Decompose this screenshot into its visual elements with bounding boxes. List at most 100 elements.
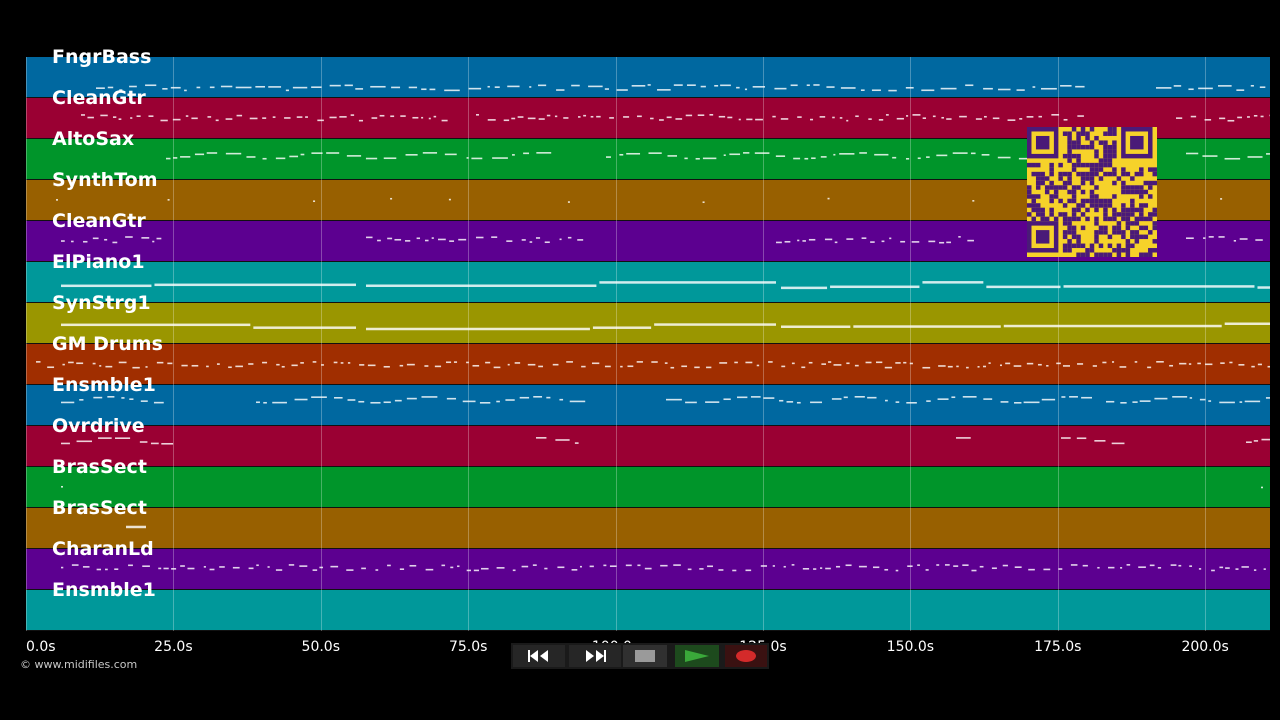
note-event: [507, 85, 520, 88]
qr-module: [1148, 194, 1153, 199]
note-event: [824, 238, 833, 241]
qr-module: [1040, 212, 1045, 217]
note-event: [473, 569, 480, 572]
note-event: [962, 564, 969, 566]
note-event: [609, 565, 617, 567]
qr-module: [1107, 234, 1113, 240]
note-event: [405, 240, 411, 242]
qr-module: [1076, 171, 1081, 177]
note-event: [107, 396, 115, 398]
note-event: [92, 362, 96, 365]
note-event: [311, 152, 323, 154]
note-event: [555, 439, 570, 441]
note-event: [1211, 569, 1215, 572]
note-event: [139, 441, 148, 443]
note-event: [756, 364, 760, 367]
note-event: [858, 565, 867, 568]
note-event: [358, 400, 365, 403]
note-event: [895, 362, 901, 364]
note-event: [185, 115, 189, 117]
play-button[interactable]: [675, 645, 719, 667]
note-event: [1120, 401, 1127, 404]
qr-module: [1121, 216, 1126, 222]
qr-module: [1080, 225, 1086, 231]
note-event: [1061, 396, 1066, 398]
note-event: [93, 396, 103, 399]
record-button[interactable]: [725, 645, 767, 667]
note-event: [383, 401, 391, 404]
qr-module: [1071, 185, 1077, 190]
track-label: Ensmble1: [52, 579, 156, 601]
note-event: [926, 156, 930, 158]
note-event: [1063, 285, 1255, 288]
lane-divider: [26, 261, 1270, 262]
note-event: [405, 154, 418, 156]
note-event: [1253, 440, 1259, 442]
note-event: [922, 366, 931, 369]
note-event: [262, 157, 267, 160]
note-event: [810, 118, 814, 121]
note-event: [272, 116, 276, 118]
note-event: [885, 114, 889, 116]
qr-module: [1094, 221, 1099, 226]
note-event: [422, 152, 438, 154]
qr-module: [1085, 176, 1090, 181]
qr-module: [1143, 216, 1149, 222]
lane-divider: [26, 384, 1270, 385]
note-event: [333, 361, 338, 364]
note-event: [906, 401, 917, 404]
note-event: [107, 86, 114, 89]
note-event: [896, 117, 904, 120]
note-event: [546, 114, 551, 117]
qr-module: [1143, 234, 1149, 240]
note-event: [390, 115, 395, 118]
note-event: [1062, 365, 1071, 367]
rewind-button[interactable]: [513, 645, 565, 667]
qr-module: [1071, 194, 1077, 199]
note-event: [1178, 564, 1182, 567]
note-event: [268, 86, 282, 88]
note-event: [804, 157, 809, 160]
qr-module: [1094, 135, 1099, 141]
note-event: [1040, 87, 1057, 90]
note-event: [828, 361, 832, 363]
note-event: [763, 397, 775, 399]
note-event: [559, 398, 564, 401]
note-event: [253, 326, 356, 329]
note-event: [317, 119, 324, 122]
note-event: [1173, 85, 1182, 87]
note-event: [294, 398, 308, 401]
note-event: [1132, 401, 1138, 403]
qr-module: [1094, 207, 1099, 213]
note-event: [1041, 398, 1056, 401]
note-event: [702, 201, 705, 204]
note-event: [1250, 84, 1254, 87]
note-event: [281, 365, 285, 368]
lane-divider: [26, 302, 1270, 303]
note-event: [216, 363, 220, 365]
qr-module: [1049, 194, 1054, 199]
note-event: [104, 238, 108, 241]
grid-line: [1057, 57, 1059, 631]
qr-module: [1130, 243, 1135, 249]
note-event: [505, 399, 515, 401]
note-event: [339, 116, 347, 118]
note-event: [400, 115, 406, 117]
note-event: [790, 84, 798, 87]
note-event: [781, 286, 828, 290]
qr-module: [1152, 167, 1157, 172]
qr-module: [1071, 207, 1077, 213]
copyright-text: © www.midifiles.com: [20, 658, 138, 671]
qr-module: [1103, 216, 1108, 222]
fast-forward-button[interactable]: [569, 645, 621, 667]
stop-button[interactable]: [623, 645, 667, 667]
note-event: [61, 284, 152, 288]
qr-module: [1125, 248, 1131, 253]
note-event: [1169, 364, 1174, 367]
qr-module: [1067, 243, 1072, 249]
note-event: [854, 364, 859, 367]
qr-module: [1112, 149, 1117, 154]
qr-module: [1067, 158, 1072, 163]
qr-module: [1071, 243, 1077, 249]
note-event: [917, 564, 920, 566]
